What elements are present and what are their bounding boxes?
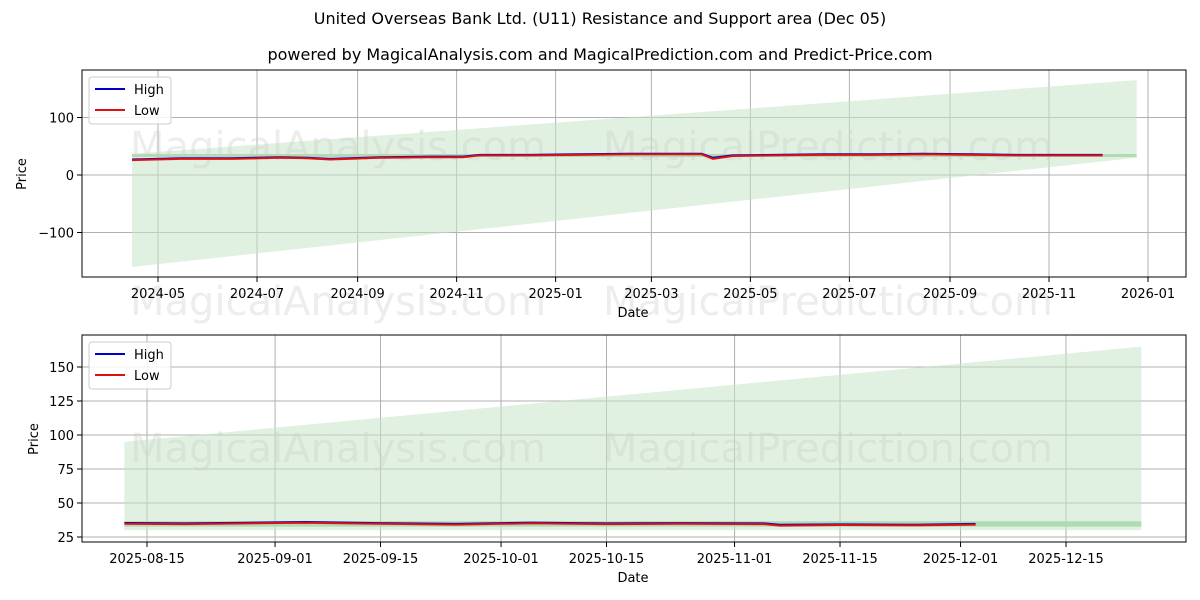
y-tick-label: 100 — [49, 429, 74, 444]
bottom-x-axis-label: Date — [617, 571, 648, 586]
x-tick-label: 2024-07 — [230, 287, 284, 302]
watermark-text: MagicalAnalysis.com — [130, 426, 546, 472]
top-y-axis-label: Price — [15, 158, 30, 190]
y-tick-label: 0 — [66, 169, 74, 184]
top-legend: High Low — [88, 76, 172, 125]
bottom-legend: High Low — [88, 341, 172, 390]
x-tick-label: 2025-12-01 — [923, 552, 999, 567]
x-tick-label: 2025-11-01 — [697, 552, 773, 567]
y-tick-label: 150 — [49, 361, 74, 376]
x-tick-label: 2025-01 — [528, 287, 582, 302]
bottom-y-axis: 25 50 75 100 125 150 — [49, 361, 82, 546]
x-tick-label: 2025-05 — [723, 287, 777, 302]
top-plot-frame — [81, 69, 1187, 278]
bottom-support-resistance-band — [124, 346, 1142, 531]
top-x-axis: 2024-05 2024-07 2024-09 2024-11 2025-01 2025-… — [131, 277, 1175, 302]
x-tick-label: 2025-11 — [1022, 287, 1076, 302]
watermark-text: MagicalAnalysis.com — [130, 124, 546, 170]
legend-low-label: Low — [134, 369, 160, 384]
bottom-y-axis-label: Price — [27, 423, 42, 455]
bottom-x-axis: 2025-08-15 2025-09-01 2025-09-15 2025-10-01… — [109, 542, 1104, 567]
x-tick-label: 2025-09-01 — [237, 552, 313, 567]
watermark-text: MagicalPrediction.com — [603, 426, 1053, 472]
top-x-axis-label: Date — [617, 306, 648, 321]
y-tick-label: 100 — [49, 112, 74, 127]
bottom-watermarks: MagicalAnalysis.com MagicalPrediction.co… — [130, 426, 1053, 472]
chart-subtitle: powered by MagicalAnalysis.com and Magic… — [267, 45, 933, 64]
chart-title: United Overseas Bank Ltd. (U11) Resistan… — [313, 9, 887, 28]
bottom-plot-frame — [81, 334, 1187, 543]
top-low-line — [131, 153, 1103, 162]
x-tick-label: 2025-03 — [624, 287, 678, 302]
legend-high-label: High — [134, 348, 164, 363]
top-watermarks: MagicalAnalysis.com MagicalPrediction.co… — [130, 124, 1053, 325]
x-tick-label: 2026-01 — [1121, 287, 1175, 302]
x-tick-label: 2025-09 — [923, 287, 977, 302]
y-tick-label: 25 — [57, 531, 74, 546]
top-y-axis: −100 0 100 — [38, 112, 82, 242]
x-tick-label: 2025-09-15 — [343, 552, 419, 567]
top-band-line — [132, 154, 1137, 158]
legend-high-label: High — [134, 83, 164, 98]
x-tick-label: 2025-08-15 — [109, 552, 185, 567]
y-tick-label: 125 — [49, 395, 74, 410]
x-tick-label: 2024-09 — [330, 287, 384, 302]
x-tick-label: 2024-11 — [429, 287, 483, 302]
watermark-text: MagicalAnalysis.com — [130, 279, 546, 325]
legend-low-label: Low — [134, 104, 160, 119]
watermark-text: MagicalPrediction.com — [603, 124, 1053, 170]
y-tick-label: −100 — [38, 227, 74, 242]
bottom-chart: MagicalAnalysis.com MagicalPrediction.co… — [27, 334, 1187, 586]
x-tick-label: 2024-05 — [131, 287, 185, 302]
watermark-text: MagicalPrediction.com — [603, 279, 1053, 325]
y-tick-label: 75 — [57, 463, 74, 478]
bottom-low-line — [124, 521, 976, 527]
top-chart: MagicalAnalysis.com MagicalPrediction.co… — [15, 69, 1187, 325]
x-tick-label: 2025-11-15 — [802, 552, 878, 567]
x-tick-label: 2025-10-15 — [569, 552, 645, 567]
y-tick-label: 50 — [57, 497, 74, 512]
x-tick-label: 2025-12-15 — [1028, 552, 1104, 567]
x-tick-label: 2025-07 — [822, 287, 876, 302]
x-tick-label: 2025-10-01 — [463, 552, 539, 567]
top-support-resistance-band — [132, 80, 1137, 267]
